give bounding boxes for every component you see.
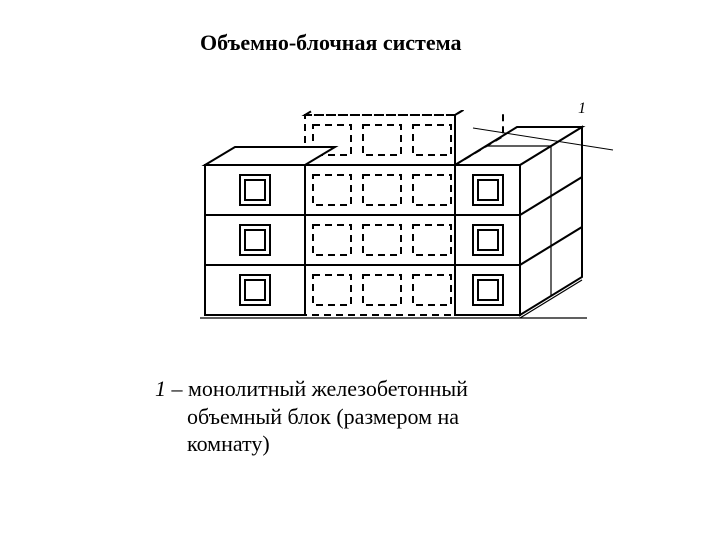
diagram-container — [195, 110, 620, 330]
caption-dash: – — [166, 376, 188, 401]
caption-line2: объемный блок (размером на — [155, 403, 575, 431]
page: Объемно-блочная система 1 1 – монолитный… — [0, 0, 720, 540]
caption-line1: монолитный железобетонный — [188, 376, 468, 401]
caption-line3: комнату) — [155, 430, 575, 458]
page-title: Объемно-блочная система — [200, 30, 461, 56]
caption-num: 1 — [155, 376, 166, 401]
block-system-diagram — [195, 110, 620, 330]
caption: 1 – монолитный железобетонный объемный б… — [155, 375, 575, 458]
